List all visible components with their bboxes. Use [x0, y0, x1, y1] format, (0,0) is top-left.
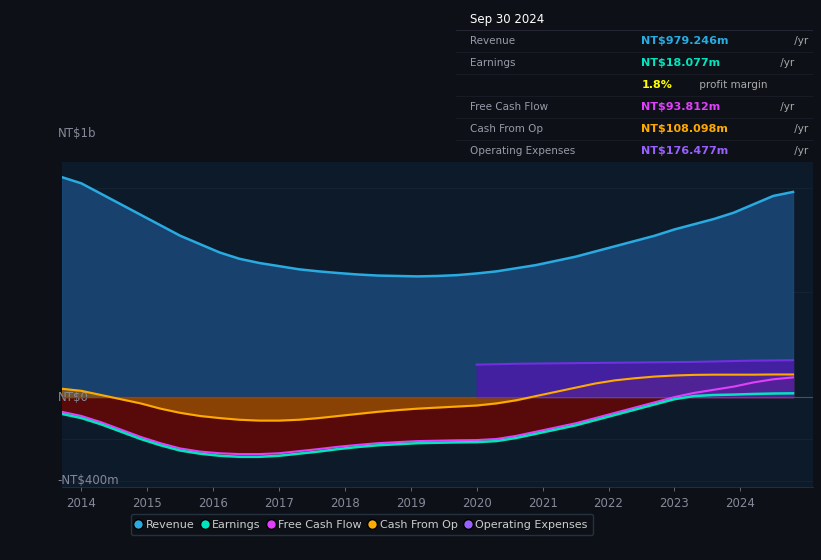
Legend: Revenue, Earnings, Free Cash Flow, Cash From Op, Operating Expenses: Revenue, Earnings, Free Cash Flow, Cash … — [131, 514, 594, 535]
Text: /yr: /yr — [791, 146, 808, 156]
Text: NT$979.246m: NT$979.246m — [641, 36, 729, 46]
Text: NT$176.477m: NT$176.477m — [641, 146, 728, 156]
Text: NT$1b: NT$1b — [57, 127, 96, 139]
Text: /yr: /yr — [777, 58, 795, 68]
Text: Free Cash Flow: Free Cash Flow — [470, 102, 548, 113]
Text: Sep 30 2024: Sep 30 2024 — [470, 13, 544, 26]
Text: -NT$400m: -NT$400m — [57, 474, 119, 487]
Text: Earnings: Earnings — [470, 58, 516, 68]
Text: 1.8%: 1.8% — [641, 81, 672, 90]
Text: /yr: /yr — [791, 36, 808, 46]
Text: Revenue: Revenue — [470, 36, 515, 46]
Text: Cash From Op: Cash From Op — [470, 124, 543, 134]
Text: /yr: /yr — [791, 124, 808, 134]
Text: Operating Expenses: Operating Expenses — [470, 146, 576, 156]
Text: profit margin: profit margin — [695, 81, 767, 90]
Text: NT$93.812m: NT$93.812m — [641, 102, 721, 113]
Text: NT$108.098m: NT$108.098m — [641, 124, 728, 134]
Text: NT$18.077m: NT$18.077m — [641, 58, 721, 68]
Text: NT$0: NT$0 — [57, 390, 89, 404]
Text: /yr: /yr — [777, 102, 795, 113]
